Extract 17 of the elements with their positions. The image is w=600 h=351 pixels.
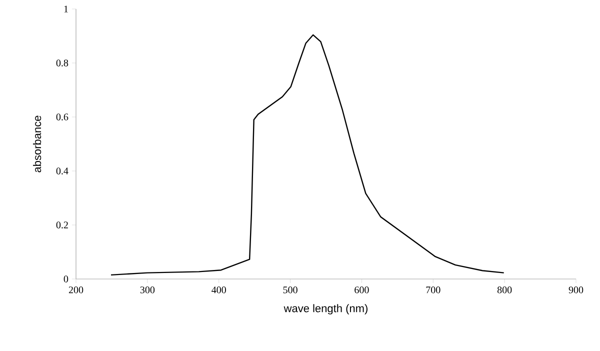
y-tick-label: 1: [64, 6, 68, 12]
x-tick-label: 600: [354, 286, 369, 294]
y-tick-label: 0.6: [56, 114, 68, 120]
x-tick-label: 900: [568, 286, 584, 294]
line-series: [110, 34, 504, 276]
x-tick-label: 300: [140, 286, 155, 294]
y-tick-label: 0.8: [56, 60, 68, 66]
x-tick-label: 700: [426, 286, 440, 294]
y-tick-label: 0.4: [56, 168, 68, 174]
x-tick-label: 200: [68, 286, 84, 294]
x-tick-label: 400: [212, 286, 226, 294]
x-tick-label: 500: [283, 286, 298, 294]
x-axis-title: wave length (nm): [284, 304, 368, 314]
y-tick-label: 0: [64, 276, 68, 282]
x-tick-label: 800: [497, 286, 512, 294]
y-axis-title: absorbance: [33, 116, 42, 172]
y-tick-label: 0.2: [56, 222, 68, 228]
